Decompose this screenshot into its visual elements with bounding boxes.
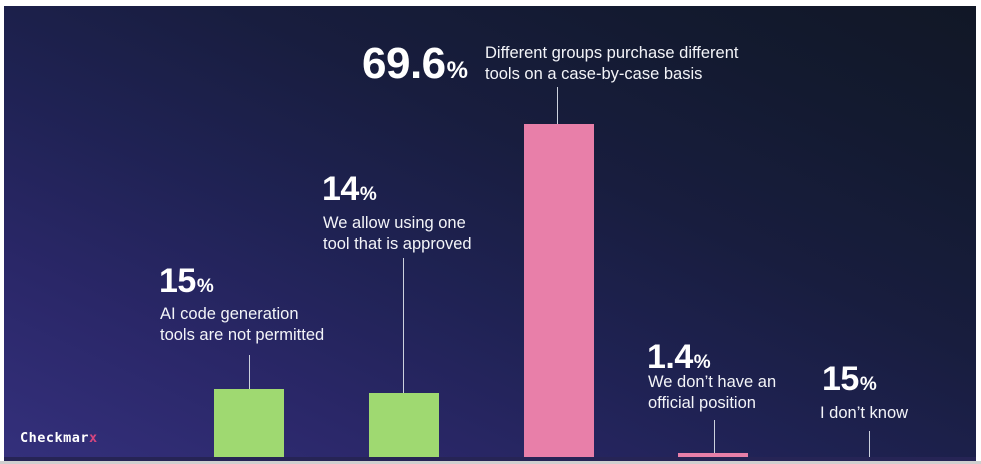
bar-1 (214, 389, 284, 457)
logo-x-glyph: x (89, 430, 98, 446)
percent-sign: % (196, 276, 214, 297)
stat-value-5: 15% (822, 362, 877, 396)
stat-number: 15 (159, 262, 196, 300)
stat-number: 15 (822, 360, 859, 398)
percent-sign: % (693, 352, 711, 373)
bar-label-5: I don’t know (820, 404, 909, 422)
checkmarx-logo: Checkmarx (20, 430, 98, 446)
percent-sign: % (859, 374, 877, 395)
leader-line-2 (403, 258, 404, 394)
leader-line-4 (714, 420, 715, 454)
bar-label-3: Different groups purchase different tool… (485, 44, 739, 83)
bar-label-2: We allow using one tool that is approved (323, 214, 472, 253)
stat-value-3: 69.6% (362, 42, 468, 86)
bar-2 (369, 393, 439, 457)
bar-label-4: We don’t have an official position (648, 373, 777, 412)
screenshot-bottom-border (0, 461, 981, 464)
leader-line-5 (869, 431, 870, 458)
bar-3 (524, 124, 594, 457)
stat-value-4: 1.4% (647, 340, 711, 374)
stat-value-2: 14% (322, 172, 377, 206)
bar-label-1: AI code generation tools are not permitt… (160, 305, 325, 344)
leader-line-3 (557, 87, 558, 125)
chart-slide: 15% AI code generation tools are not per… (4, 6, 976, 461)
bar-4 (678, 453, 748, 457)
percent-sign: % (359, 184, 377, 205)
stat-number: 1.4 (647, 338, 693, 376)
logo-text: Checkmar (20, 430, 90, 446)
image-crop-band (4, 457, 976, 461)
leader-line-1 (249, 355, 250, 390)
stat-number: 69.6 (362, 39, 446, 88)
stat-number: 14 (322, 170, 359, 208)
percent-sign: % (446, 57, 468, 84)
stat-value-1: 15% (159, 264, 214, 298)
